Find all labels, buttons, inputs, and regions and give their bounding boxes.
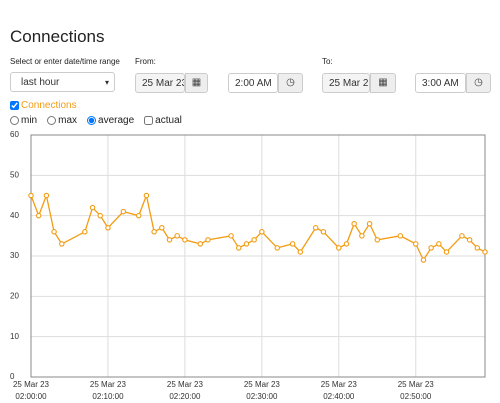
mode-option[interactable]: actual xyxy=(144,115,182,126)
data-point xyxy=(174,233,180,239)
data-point xyxy=(97,212,104,219)
data-point xyxy=(228,233,234,239)
data-point xyxy=(51,229,57,235)
data-point xyxy=(420,257,427,263)
plot-border xyxy=(30,134,486,378)
from-time-button[interactable]: ◷ xyxy=(278,73,303,93)
radio[interactable] xyxy=(87,116,97,125)
data-point xyxy=(82,229,88,235)
data-point xyxy=(135,212,142,219)
y-tick-label: 10 xyxy=(10,332,19,341)
data-point xyxy=(482,249,488,255)
data-point xyxy=(459,233,465,239)
to-date[interactable]: 25 Mar 23 xyxy=(322,73,370,93)
range-select[interactable]: last hour ▾ xyxy=(10,72,115,92)
y-tick-label: 60 xyxy=(10,130,19,139)
series-line xyxy=(30,193,486,262)
x-tick-label: 02:30:00 xyxy=(246,392,278,401)
mode-option[interactable]: max xyxy=(47,115,77,126)
data-point xyxy=(336,245,342,251)
data-point xyxy=(259,229,265,235)
page-title: Connections xyxy=(10,27,105,46)
data-point xyxy=(312,225,319,231)
data-point xyxy=(428,245,434,251)
y-tick-label: 20 xyxy=(10,291,19,300)
y-tick-label: 50 xyxy=(10,170,19,179)
x-tick-label: 25 Mar 23 xyxy=(321,380,358,389)
x-tick-label: 02:10:00 xyxy=(92,392,124,401)
checkbox[interactable] xyxy=(10,101,19,110)
data-point xyxy=(474,245,481,251)
y-tick-label: 30 xyxy=(10,251,19,260)
from-label: From: xyxy=(135,57,156,66)
data-point xyxy=(436,241,442,247)
data-point xyxy=(205,237,211,243)
data-point xyxy=(151,229,157,235)
x-tick-label: 02:40:00 xyxy=(323,392,355,401)
data-point xyxy=(35,212,42,219)
mode-label: max xyxy=(58,115,78,126)
checkbox[interactable] xyxy=(144,116,154,125)
data-point xyxy=(274,245,280,251)
x-tick-label: 25 Mar 23 xyxy=(90,380,127,389)
x-tick-label: 25 Mar 23 xyxy=(244,380,281,389)
data-point xyxy=(236,245,242,251)
data-point xyxy=(366,220,373,227)
x-tick-label: 25 Mar 23 xyxy=(13,380,50,389)
data-point xyxy=(105,225,111,231)
x-tick-label: 25 Mar 23 xyxy=(398,380,435,389)
data-point xyxy=(59,241,65,247)
y-tick-label: 40 xyxy=(10,211,19,220)
to-label: To: xyxy=(322,57,333,66)
data-point xyxy=(320,229,327,235)
x-tick-label: 02:00:00 xyxy=(15,392,47,401)
data-point xyxy=(443,249,450,255)
data-point xyxy=(289,241,296,247)
range-value: last hour xyxy=(21,77,60,88)
data-point xyxy=(182,237,188,243)
from-time[interactable]: 2:00 AM xyxy=(228,73,278,93)
data-point xyxy=(343,241,350,247)
data-point xyxy=(297,249,304,255)
y-tick-label: 0 xyxy=(10,372,15,381)
mode-label: average xyxy=(98,115,135,126)
data-point xyxy=(166,237,173,243)
data-point xyxy=(28,192,34,199)
mode-option[interactable]: min xyxy=(10,115,37,126)
data-point xyxy=(89,204,96,211)
data-point xyxy=(359,233,365,239)
data-point xyxy=(43,192,50,199)
from-date[interactable]: 25 Mar 23 xyxy=(135,73,185,93)
mode-label: actual xyxy=(155,115,182,126)
data-point xyxy=(351,220,357,227)
series-toggle[interactable]: Connections xyxy=(10,100,77,111)
x-tick-label: 25 Mar 23 xyxy=(167,380,204,389)
mode-options: min max average actual xyxy=(10,115,182,126)
from-date-button[interactable]: ▦ xyxy=(185,73,208,93)
data-point xyxy=(466,237,473,243)
to-time[interactable]: 3:00 AM xyxy=(415,73,466,93)
data-point xyxy=(251,237,257,243)
range-label: Select or enter date/time range xyxy=(10,57,120,66)
data-point xyxy=(120,208,127,215)
data-point xyxy=(197,241,204,247)
radio[interactable] xyxy=(47,116,57,125)
series-toggle-label: Connections xyxy=(21,100,77,111)
data-point xyxy=(143,192,150,199)
data-point xyxy=(159,225,165,231)
mode-label: min xyxy=(21,115,38,126)
radio[interactable] xyxy=(10,116,19,125)
x-tick-label: 02:50:00 xyxy=(400,392,432,401)
data-point xyxy=(374,237,381,243)
mode-option[interactable]: average xyxy=(87,115,134,126)
data-point xyxy=(412,241,419,247)
data-point xyxy=(397,233,404,239)
data-point xyxy=(243,241,250,247)
x-tick-label: 02:20:00 xyxy=(169,392,201,401)
to-date-button[interactable]: ▦ xyxy=(370,73,396,93)
to-time-button[interactable]: ◷ xyxy=(466,73,491,93)
select-arrow: ▾ xyxy=(104,78,109,87)
